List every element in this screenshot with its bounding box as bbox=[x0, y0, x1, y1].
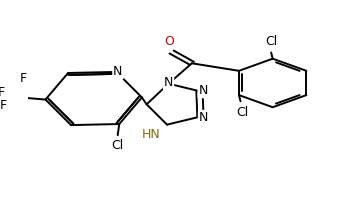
Text: Cl: Cl bbox=[112, 139, 124, 152]
Text: F: F bbox=[20, 72, 27, 85]
Text: HN: HN bbox=[142, 128, 160, 141]
Text: N: N bbox=[113, 65, 122, 78]
Text: N: N bbox=[164, 76, 173, 89]
Text: F: F bbox=[0, 86, 5, 99]
Text: F: F bbox=[0, 99, 7, 112]
Text: Cl: Cl bbox=[265, 35, 277, 48]
Text: N: N bbox=[199, 111, 208, 124]
Text: O: O bbox=[164, 35, 174, 48]
Text: Cl: Cl bbox=[236, 106, 248, 119]
Text: N: N bbox=[198, 84, 208, 97]
